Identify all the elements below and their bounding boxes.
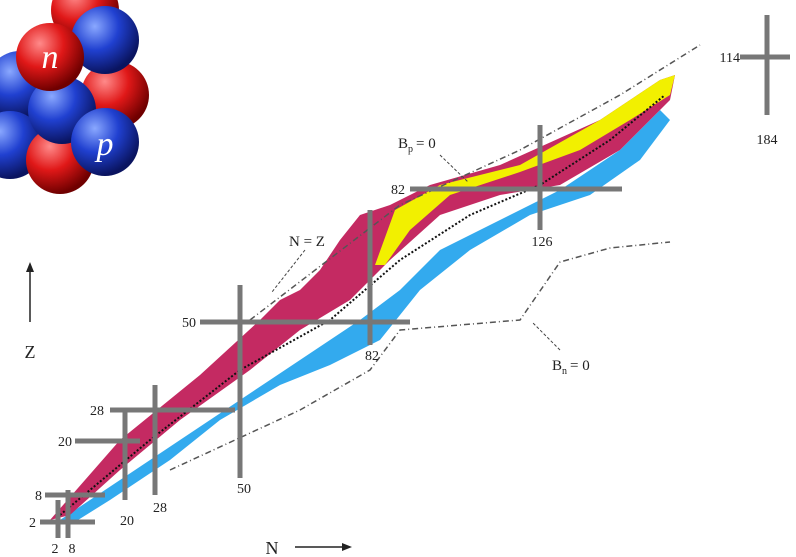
nucleus: n p [0,0,149,194]
magic-label: 28 [153,501,167,516]
symbol: B [552,358,562,374]
magic-label: 126 [532,235,553,250]
neutron-label: n [42,39,59,76]
z-axis-label: Z [25,342,36,362]
magic-label: 82 [391,183,405,198]
n-arrowhead [342,543,352,551]
magic-label: 20 [58,435,72,450]
nuclide-chart: n p 2 8 20 28 50 82 114 2 8 [0,0,796,557]
magic-label: 8 [69,542,76,557]
proton-rich-band [375,75,675,265]
magic-label: 2 [29,516,36,531]
magic-label: 114 [720,51,740,66]
rest: = 0 [570,358,590,374]
magic-label: 50 [182,316,196,331]
leader-line [532,322,560,350]
neutron-dripline-label: Bn= 0 [552,358,590,377]
subscript: n [562,366,567,377]
n-axis-label: N [266,538,279,557]
magic-label: 82 [365,349,379,364]
magic-label: 50 [237,482,251,497]
magic-label: 184 [757,133,778,148]
n-equals-z: N = Z [289,234,325,250]
magic-label: 28 [90,404,104,419]
proton-dripline-label: Bp= 0 [398,136,436,155]
rest: = 0 [416,136,436,152]
leader-line [272,250,305,292]
magic-label: 20 [120,514,134,529]
proton-label: p [95,126,114,163]
subscript: p [408,144,413,155]
z-arrowhead [26,262,34,272]
page: n p 2 8 20 28 50 82 114 2 8 [0,0,796,557]
magic-label: 2 [52,542,59,557]
magic-label: 8 [35,489,42,504]
symbol: B [398,136,408,152]
